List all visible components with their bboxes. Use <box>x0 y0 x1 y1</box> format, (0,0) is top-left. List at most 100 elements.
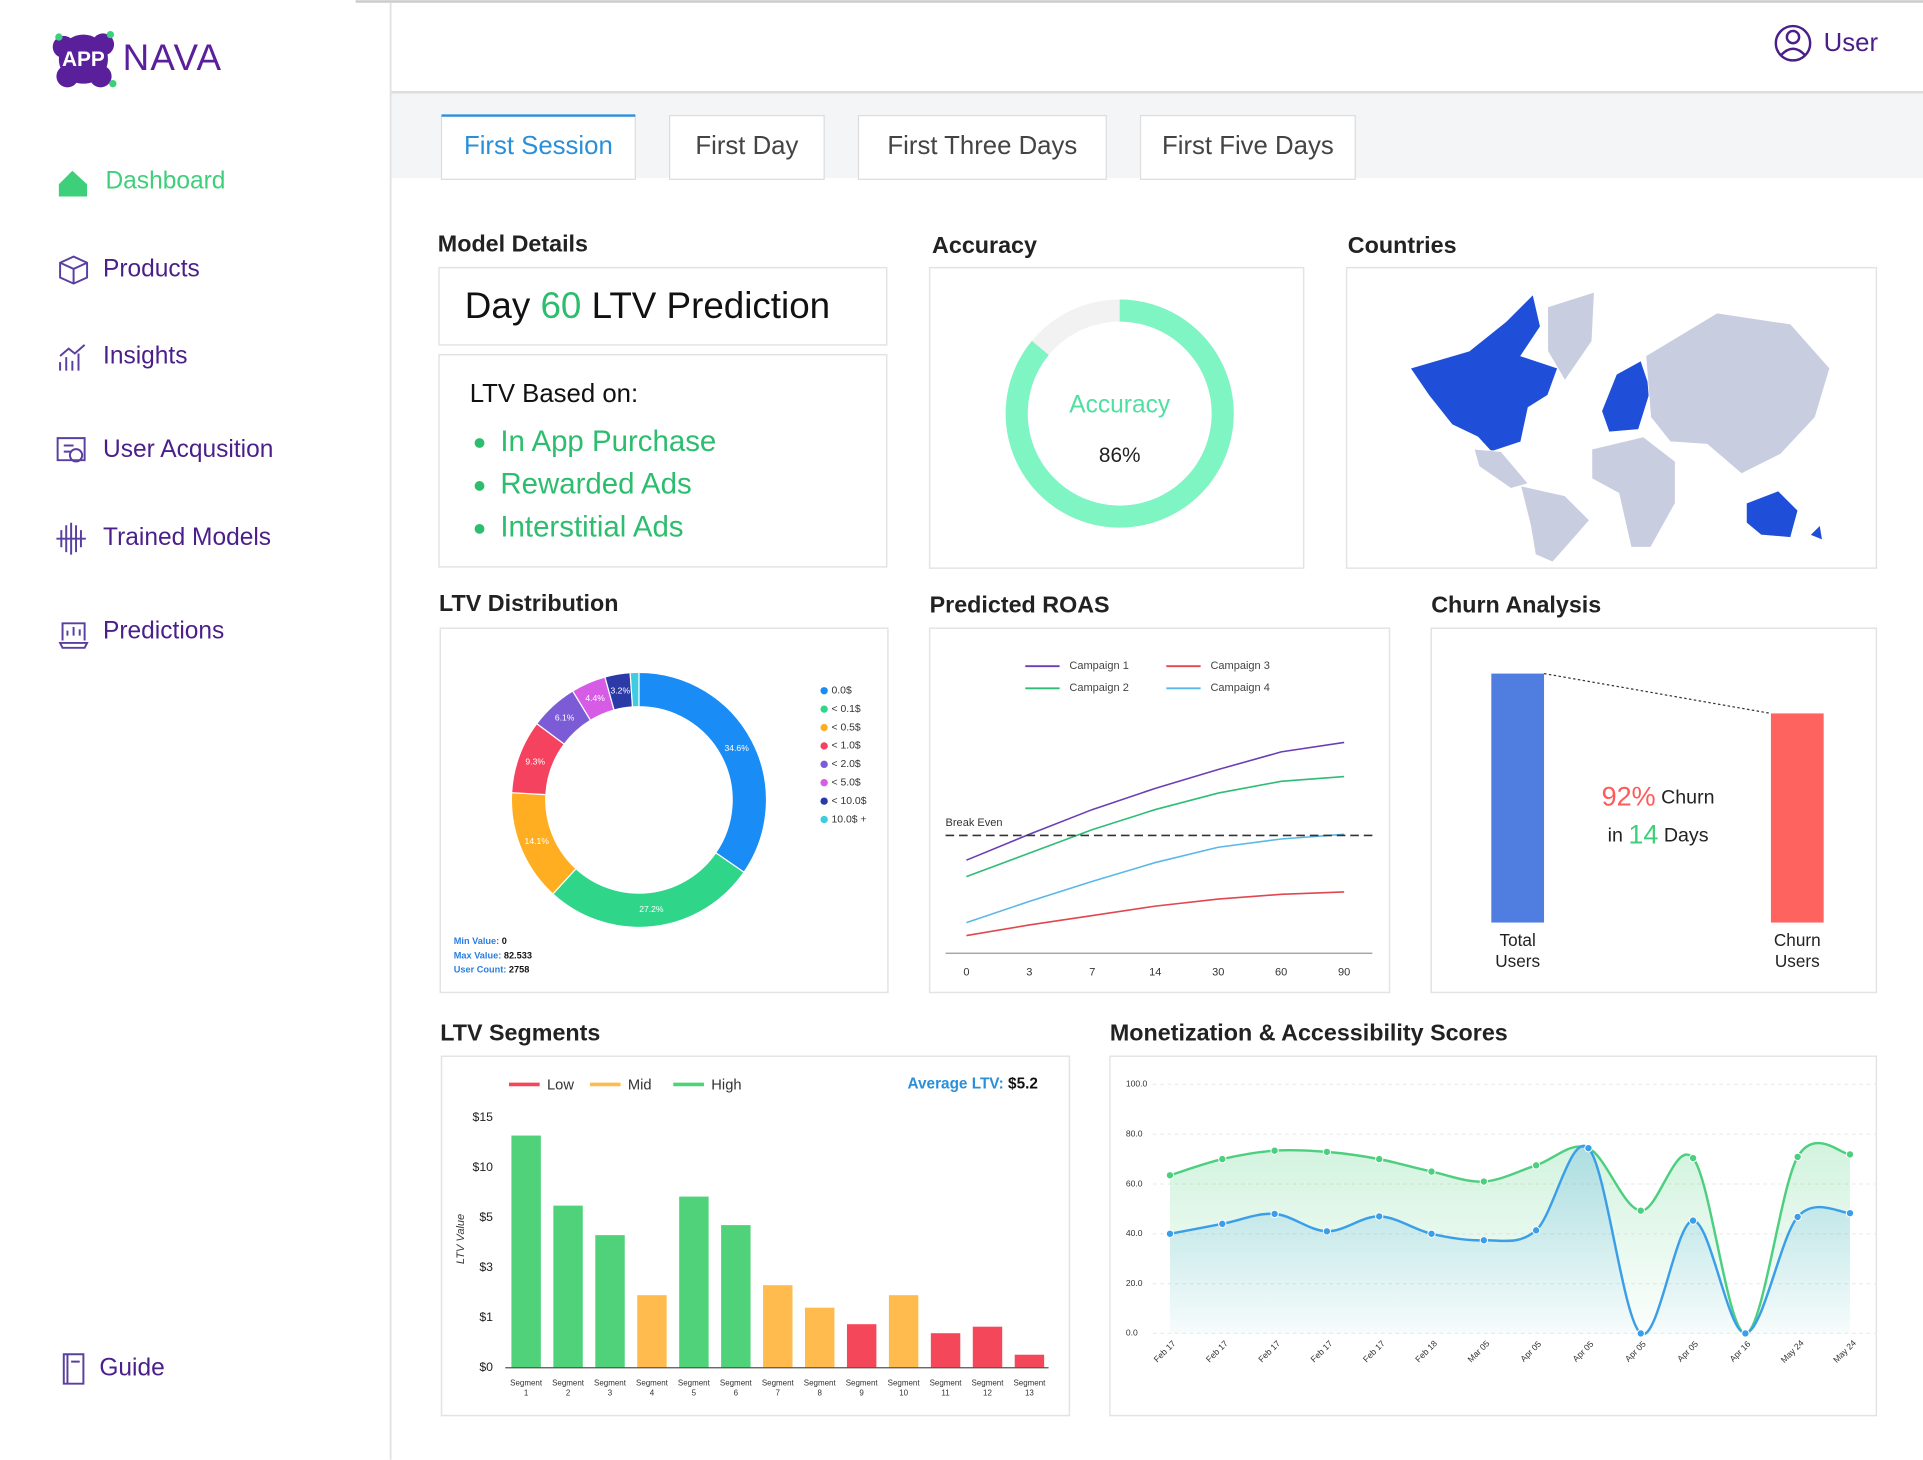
x-tick-label: Segment 1 <box>510 1379 543 1398</box>
y-tick-label: $0 <box>479 1360 493 1374</box>
point <box>1688 1153 1698 1163</box>
tab[interactable] <box>857 114 1107 180</box>
nav-guide[interactable]: Guide <box>99 1354 164 1381</box>
point <box>1636 1206 1645 1215</box>
nav-item[interactable]: Products <box>103 256 200 283</box>
break-even-label: Break Even <box>946 817 1003 829</box>
tab[interactable] <box>440 114 636 180</box>
legend-dot <box>820 797 828 805</box>
point <box>1845 1208 1855 1218</box>
icon-insights <box>59 344 86 371</box>
x-tick-label: Segment 6 <box>720 1379 753 1398</box>
x-tick-label: Segment 5 <box>678 1379 711 1398</box>
point <box>1270 1209 1279 1219</box>
legend-label: Low <box>547 1078 574 1094</box>
map-asia <box>1645 312 1831 475</box>
text-part: 60 <box>540 285 581 326</box>
legend-label: < 0.5$ <box>832 722 861 733</box>
legend-label: < 10.0$ <box>832 796 867 807</box>
y-tick-label: 80.0 <box>1126 1128 1143 1138</box>
stat: Min Value: 0 <box>454 937 507 947</box>
line-series <box>966 775 1345 878</box>
legend-label: Mid <box>628 1078 652 1094</box>
x-tick-label: 60 <box>1275 967 1287 979</box>
nav-item[interactable]: User Acqusition <box>103 436 273 463</box>
legend-label: < 0.1$ <box>832 704 861 715</box>
text-part: 92% <box>1602 782 1656 812</box>
legend-label: Campaign 2 <box>1069 682 1128 694</box>
nav-item[interactable]: Trained Models <box>103 524 271 551</box>
legend-dot <box>820 687 828 695</box>
line-series <box>1169 1142 1851 1335</box>
bar <box>1770 713 1824 923</box>
y-axis-label: LTV Value <box>455 1214 467 1264</box>
point <box>1845 1150 1855 1159</box>
bar <box>1491 673 1545 923</box>
x-tick-label: Segment 11 <box>930 1379 963 1398</box>
point <box>1741 1329 1750 1338</box>
stat: User Count: 2758 <box>454 965 530 975</box>
icon-guide <box>62 1353 85 1385</box>
legend-dot <box>820 815 828 824</box>
x-tick-label: 90 <box>1338 967 1350 979</box>
connector <box>1543 672 1772 715</box>
nav-item[interactable]: Dashboard <box>105 167 225 194</box>
map-north-america <box>1409 293 1559 453</box>
user-label[interactable]: User <box>1824 29 1879 57</box>
based-on-item: Interstitial Ads <box>500 511 683 544</box>
tab-label[interactable]: First Five Days <box>1162 132 1334 160</box>
point <box>1165 1171 1175 1180</box>
x-tick-label: Segment 4 <box>636 1379 669 1398</box>
slice-label: 14.1% <box>525 836 550 846</box>
brand-right: NAVA <box>123 37 223 78</box>
text-part: Max Value: <box>454 951 502 961</box>
point <box>1531 1161 1541 1170</box>
point <box>1427 1229 1436 1238</box>
brand-left: APP <box>62 48 105 71</box>
point <box>1375 1154 1384 1164</box>
panel-title: Monetization & Accessibility Scores <box>1110 1019 1508 1045</box>
nav-item[interactable]: Insights <box>103 343 187 370</box>
x-tick-label: Segment 12 <box>972 1379 1005 1398</box>
point <box>1218 1154 1227 1164</box>
average-ltv: Average LTV: $5.2 <box>908 1075 1038 1092</box>
map-australia <box>1746 490 1799 538</box>
legend-dot <box>820 760 828 769</box>
text-part: Average LTV: <box>908 1075 1004 1092</box>
bar <box>637 1295 667 1368</box>
bar <box>888 1295 919 1368</box>
x-tick-label: 30 <box>1212 967 1224 979</box>
panel-title: LTV Distribution <box>439 590 618 616</box>
tab-label[interactable]: First Session <box>464 132 613 160</box>
legend-label: Campaign 3 <box>1210 660 1269 672</box>
text-part: Churn <box>1661 787 1714 809</box>
bar <box>595 1235 625 1368</box>
point <box>1688 1216 1698 1225</box>
text-part: LTV Prediction <box>592 285 831 326</box>
nav-item[interactable]: Predictions <box>103 617 224 644</box>
map-central-america <box>1473 448 1529 489</box>
bar <box>553 1205 583 1368</box>
point <box>1270 1146 1279 1155</box>
tab[interactable] <box>1139 114 1356 180</box>
churn-rate: 92% Churn <box>1602 782 1715 812</box>
tab-label[interactable]: First Day <box>695 132 798 160</box>
point <box>1218 1219 1227 1229</box>
text-part: $5.2 <box>1008 1075 1038 1092</box>
bar <box>972 1326 1003 1368</box>
legend-dot <box>820 723 828 732</box>
x-tick-label: Segment 7 <box>762 1379 795 1398</box>
point <box>1322 1227 1332 1236</box>
panel-title: Predicted ROAS <box>930 591 1110 617</box>
text-part: Days <box>1664 825 1709 847</box>
bar-label: Total Users <box>1495 929 1540 970</box>
y-tick-label: $5 <box>479 1210 493 1224</box>
slice-label: 34.6% <box>725 743 750 753</box>
user-icon[interactable] <box>1774 24 1812 62</box>
point <box>1793 1212 1802 1222</box>
icon-acquisition <box>56 437 86 462</box>
panel-title: Model Details <box>438 231 588 257</box>
tab[interactable] <box>669 114 825 180</box>
tab-label[interactable]: First Three Days <box>887 132 1077 160</box>
